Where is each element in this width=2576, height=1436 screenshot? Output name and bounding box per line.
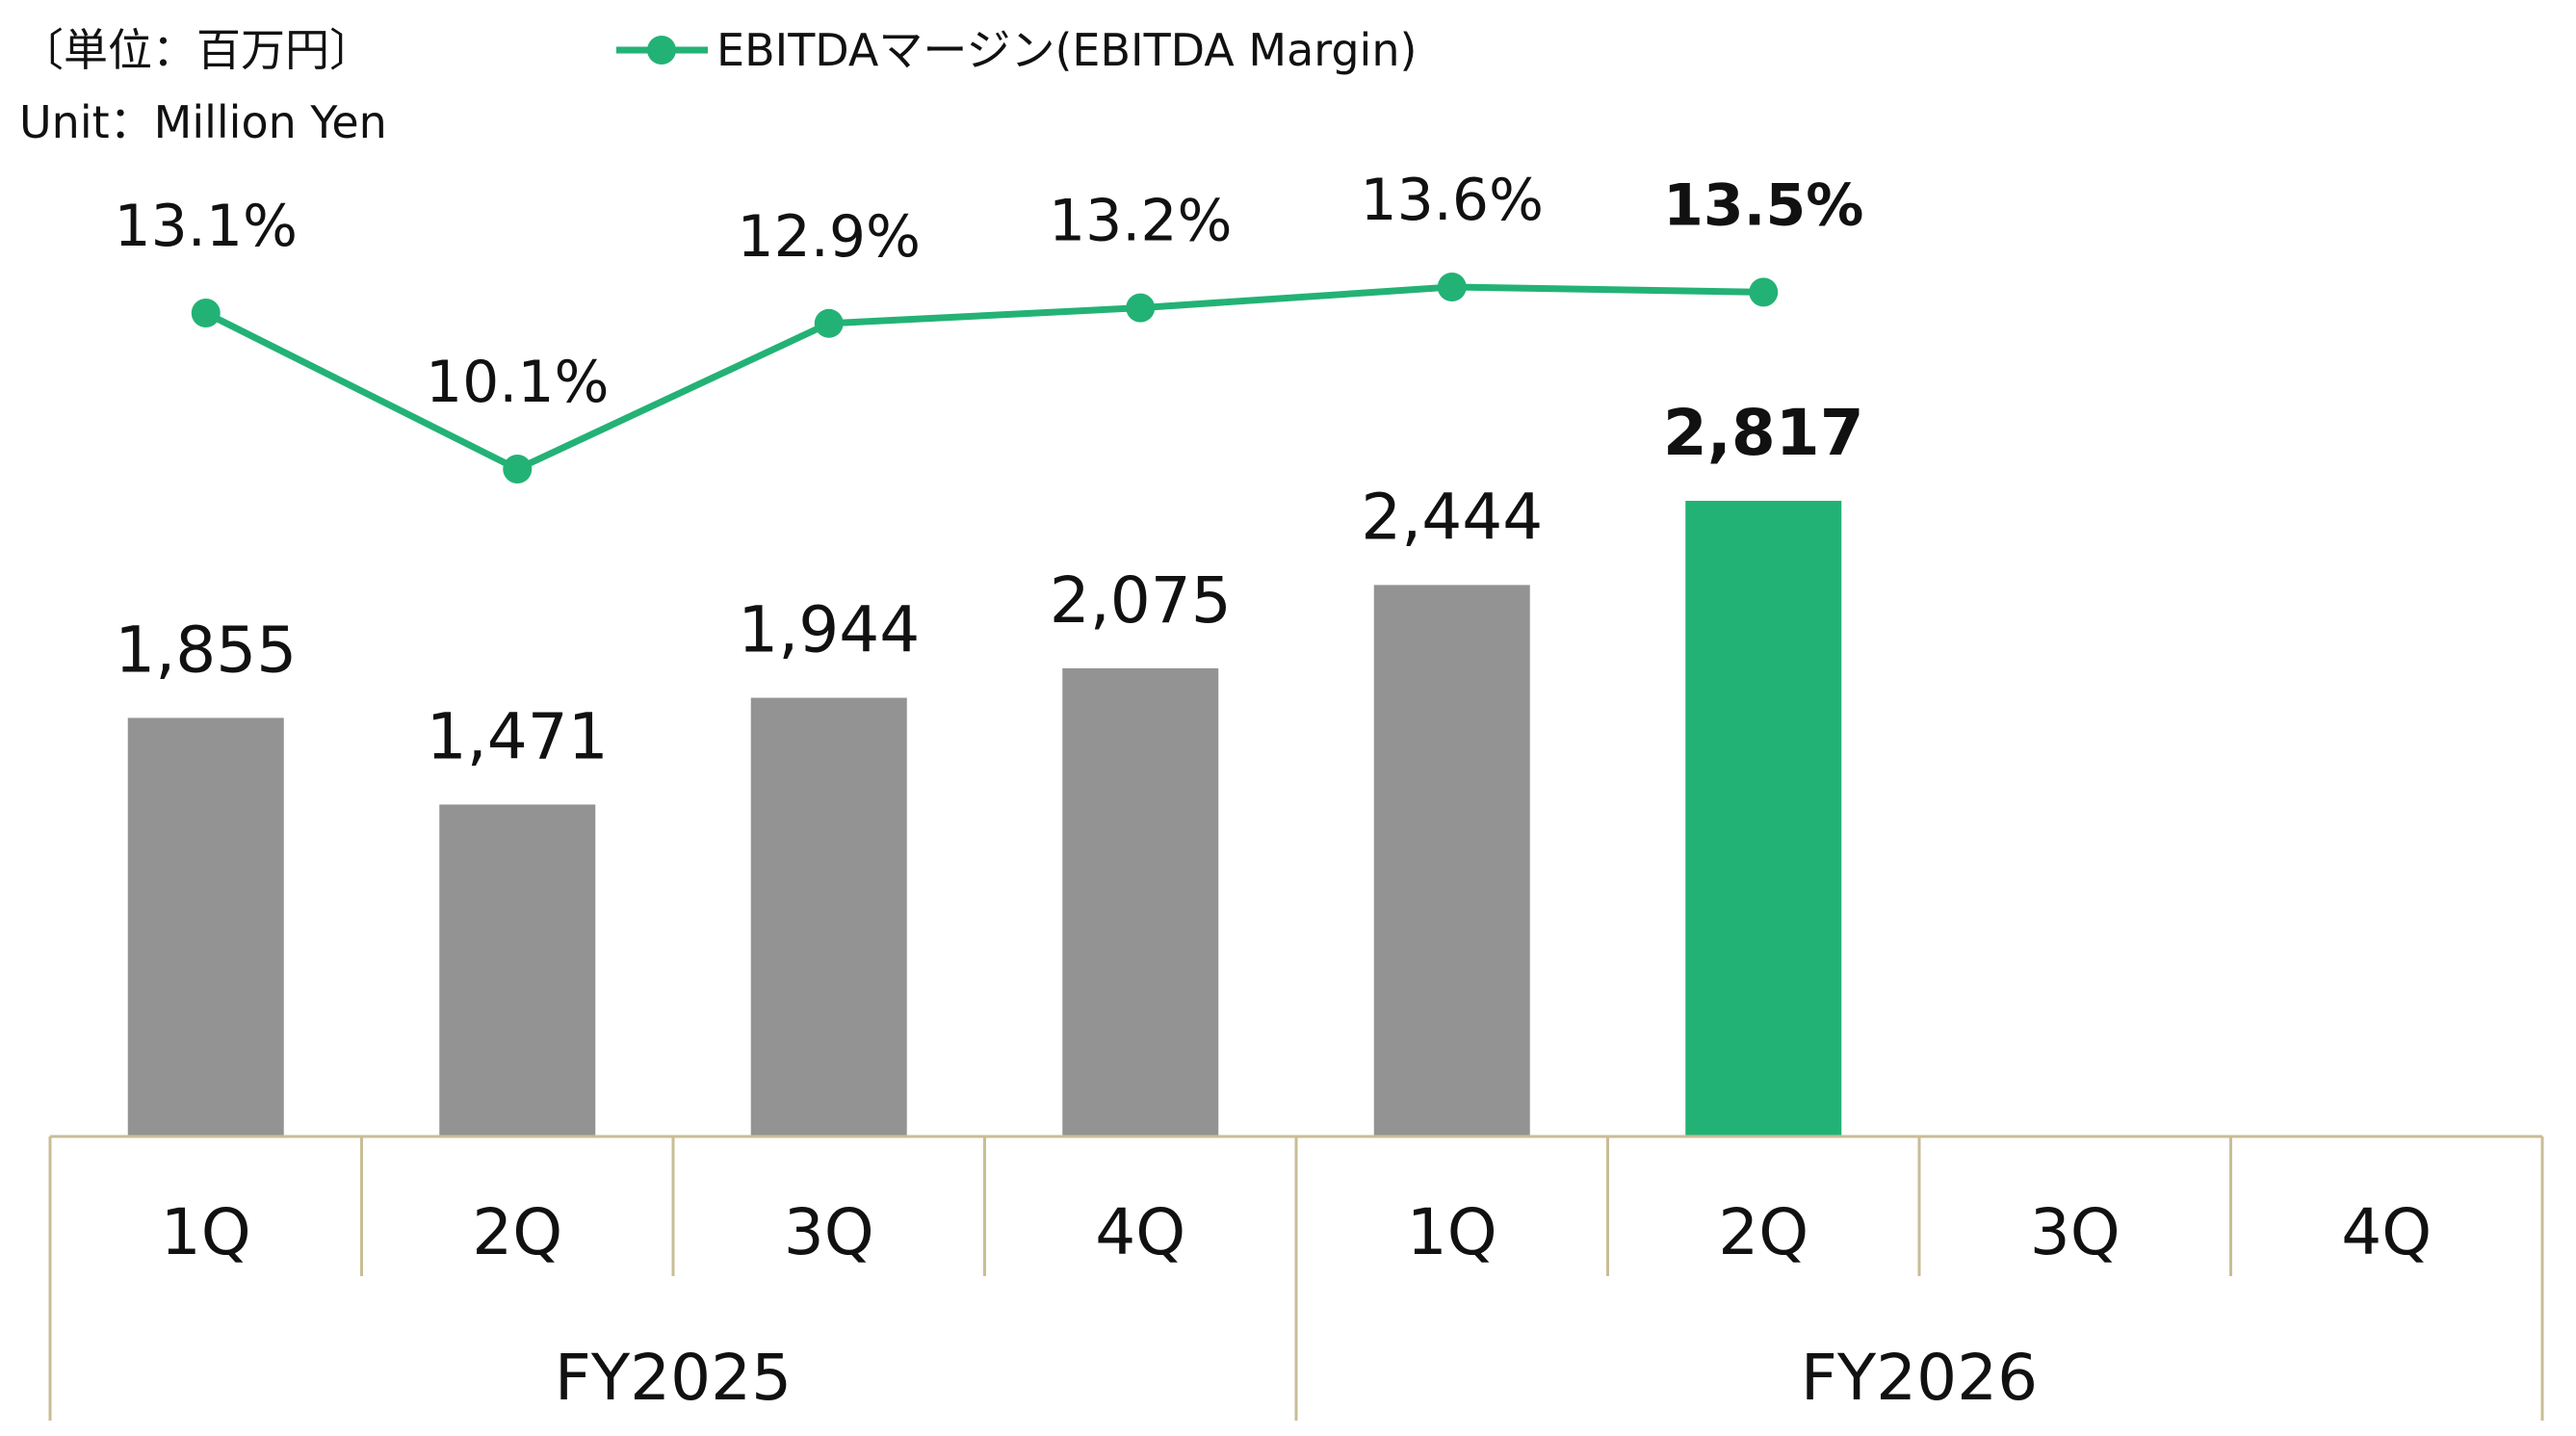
category-label: 1Q <box>1407 1195 1497 1269</box>
margin-point <box>814 308 844 338</box>
unit-note: 〔単位：百万円〕 Unit：Million Yen <box>19 24 387 148</box>
bar-value-label: 2,075 <box>1050 563 1232 638</box>
bar-1 <box>127 718 284 1136</box>
category-label: 2Q <box>1718 1195 1808 1269</box>
category-label: 4Q <box>2341 1195 2432 1269</box>
legend-marker-swatch <box>647 36 676 65</box>
bar-5 <box>1373 585 1530 1136</box>
plot-area: 1,855 1,471 1,944 2,075 2,444 2,817 1Q 2Q 3Q 4Q 1Q… <box>48 167 2544 1421</box>
legend-label: EBITDAマージン(EBITDA Margin) <box>716 24 1417 76</box>
group-label: FY2026 <box>1801 1341 2038 1415</box>
unit-label-jp: 〔単位：百万円〕 <box>19 24 374 76</box>
category-label: 4Q <box>1095 1195 1185 1269</box>
unit-label-en: Unit：Million Yen <box>19 96 387 148</box>
margin-line <box>204 283 1764 473</box>
margin-point <box>1437 273 1467 301</box>
margin-value-label: 13.6% <box>1360 167 1544 234</box>
margin-point <box>503 455 533 483</box>
margin-point <box>1749 277 1779 307</box>
bar-value-label: 1,471 <box>427 699 609 773</box>
bar-value-label: 1,855 <box>115 613 297 687</box>
bar-2 <box>439 804 596 1136</box>
margin-value-label: 13.1% <box>114 193 298 260</box>
bar-6 <box>1685 501 1842 1136</box>
group-label: FY2025 <box>555 1341 792 1415</box>
bar-value-label: 1,944 <box>738 593 920 667</box>
bar-3 <box>750 697 907 1136</box>
category-label: 3Q <box>784 1195 874 1269</box>
category-label: 1Q <box>161 1195 251 1269</box>
bar-value-label: 2,817 <box>1663 396 1864 470</box>
bar-value-label: 2,444 <box>1361 480 1543 554</box>
margin-point <box>1126 293 1156 323</box>
category-label: 2Q <box>472 1195 562 1269</box>
margin-point <box>191 299 221 327</box>
margin-value-label: 13.5% <box>1663 171 1863 239</box>
legend: EBITDAマージン(EBITDA Margin) <box>616 24 1417 76</box>
margin-value-label: 13.2% <box>1049 188 1233 255</box>
margin-value-label: 10.1% <box>426 349 610 416</box>
bar-4 <box>1062 667 1219 1136</box>
category-label: 3Q <box>2030 1195 2121 1269</box>
margin-value-label: 12.9% <box>737 203 921 271</box>
